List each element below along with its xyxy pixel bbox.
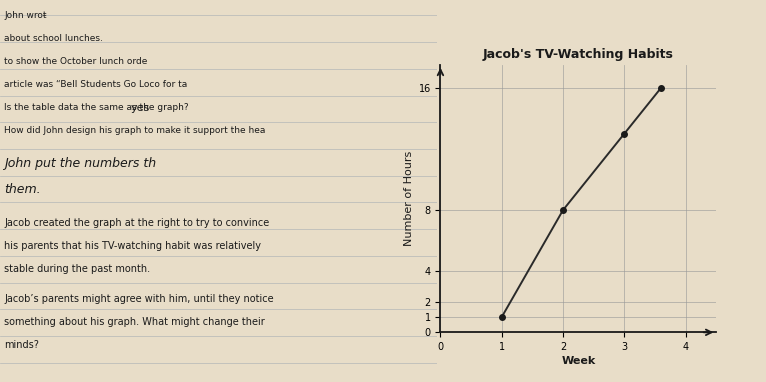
Y-axis label: Number of Hours: Number of Hours — [404, 151, 414, 246]
Text: John wroŧ: John wroŧ — [5, 11, 47, 21]
Text: about school lunches.: about school lunches. — [5, 34, 103, 44]
Text: Jacob’s parents might agree with him, until they notice: Jacob’s parents might agree with him, un… — [5, 294, 274, 304]
Text: Is the table data the same as the graph?: Is the table data the same as the graph? — [5, 103, 189, 112]
Text: his parents that his TV-watching habit was relatively: his parents that his TV-watching habit w… — [5, 241, 261, 251]
Text: article was “Bell Students Go Loco for ta: article was “Bell Students Go Loco for t… — [5, 80, 188, 89]
Text: to show the October lunch orde: to show the October lunch orde — [5, 57, 148, 66]
Text: yes: yes — [131, 103, 150, 113]
Text: John put the numbers th: John put the numbers th — [5, 157, 156, 170]
Title: Jacob's TV-Watching Habits: Jacob's TV-Watching Habits — [483, 48, 674, 61]
Text: them.: them. — [5, 183, 41, 196]
Text: something about his graph. What might change their: something about his graph. What might ch… — [5, 317, 265, 327]
Text: stable during the past month.: stable during the past month. — [5, 264, 150, 274]
Text: Jacob created the graph at the right to try to convince: Jacob created the graph at the right to … — [5, 218, 270, 228]
Text: How did John design his graph to make it support the hea: How did John design his graph to make it… — [5, 126, 266, 135]
Text: minds?: minds? — [5, 340, 39, 350]
X-axis label: Week: Week — [561, 356, 595, 366]
